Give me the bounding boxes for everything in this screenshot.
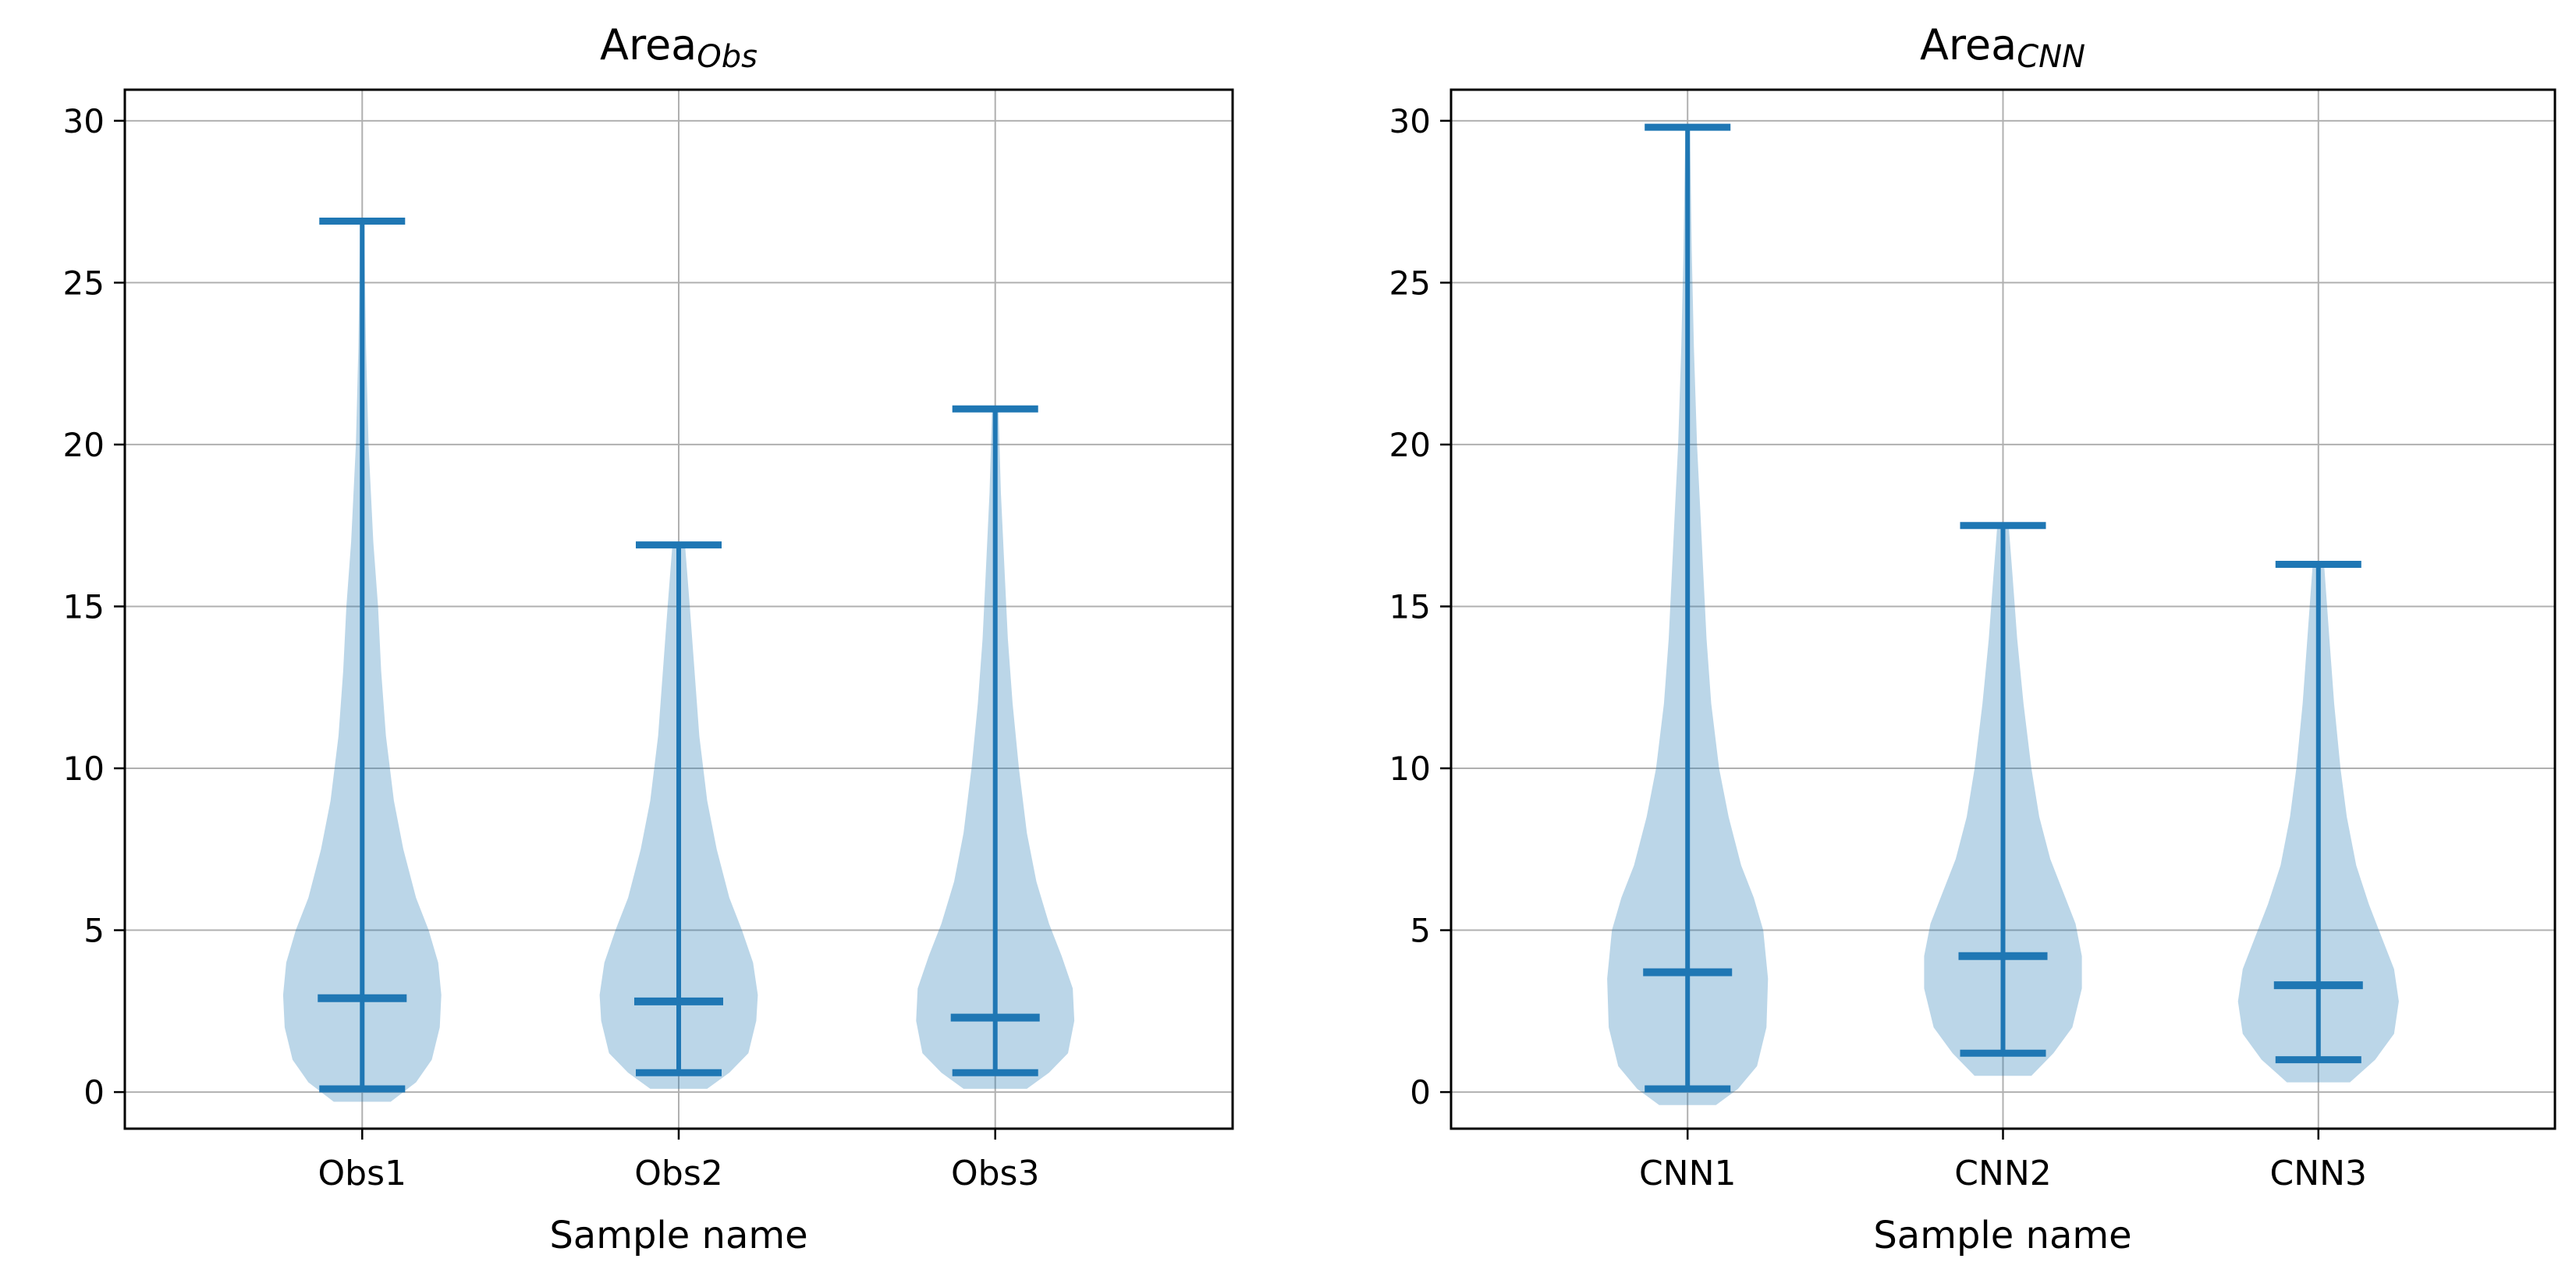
- y-tick-label: 20: [1389, 426, 1431, 464]
- y-tick-label: 30: [1389, 102, 1431, 140]
- plot-title-subscript: Obs: [697, 39, 758, 75]
- plot-title-main: Area: [1919, 20, 2017, 69]
- y-tick-label: 25: [1389, 264, 1431, 302]
- y-tick-label: 30: [63, 102, 105, 140]
- y-tick-label: 10: [63, 750, 105, 788]
- x-tick-label-obs1: Obs1: [318, 1154, 406, 1193]
- y-tick-label: 0: [1410, 1073, 1431, 1112]
- x-tick-label-obs3: Obs3: [951, 1154, 1039, 1193]
- x-axis-label: Sample name: [1873, 1214, 2132, 1257]
- plot-title-main: Area: [600, 20, 697, 69]
- y-tick-label: 25: [63, 264, 105, 302]
- subplot-area-obs: 0 5 10 15 20 25 30 Obs1 Obs2 Obs3: [63, 88, 1234, 1193]
- y-tick-label: 0: [83, 1073, 105, 1112]
- x-tick-label-obs2: Obs2: [634, 1154, 722, 1193]
- plot-title-area-obs: AreaObs: [600, 20, 758, 75]
- plot-title-subscript: CNN: [2017, 39, 2086, 75]
- y-tick-label: 5: [1410, 912, 1431, 950]
- y-tick-label: 20: [63, 426, 105, 464]
- x-tick-label-cnn3: CNN3: [2270, 1154, 2368, 1193]
- axes-spines: [123, 88, 1234, 1130]
- y-tick-label: 15: [63, 587, 105, 626]
- y-tick-label: 15: [1389, 587, 1431, 626]
- x-tick-label-cnn1: CNN1: [1639, 1154, 1737, 1193]
- plot-title-area-cnn: AreaCNN: [1920, 20, 2085, 75]
- x-tick-label-cnn2: CNN2: [1954, 1154, 2052, 1193]
- subplot-area-cnn: 0 5 10 15 20 25 30 CNN1 CNN2 CNN3: [1389, 88, 2556, 1193]
- y-tick-label: 10: [1389, 750, 1431, 788]
- y-tick-label: 5: [83, 912, 105, 950]
- axes-spines: [1449, 88, 2556, 1130]
- x-axis-label: Sample name: [549, 1214, 808, 1257]
